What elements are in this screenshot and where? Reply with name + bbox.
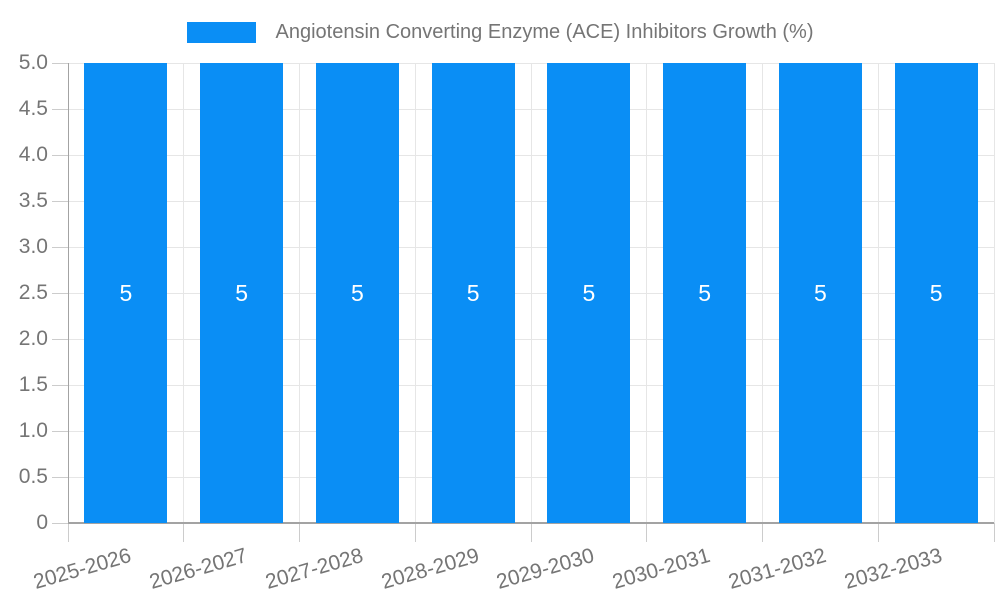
bar [778,63,862,523]
x-axis-tick [414,523,416,542]
bar-value-label: 5 [813,280,827,306]
y-axis-tick [52,522,68,524]
y-axis-tick-label: 0 [36,511,48,534]
v-gridline [414,63,416,523]
bar-value-label: 5 [119,280,133,306]
bar [315,63,399,523]
bar [547,63,631,523]
legend-label: Angiotensin Converting Enzyme (ACE) Inhi… [275,21,814,43]
y-axis-tick-label: 2.5 [18,281,48,304]
y-axis-tick [52,338,68,340]
v-gridline [646,63,648,523]
v-gridline [299,63,300,523]
y-axis-tick-label: 2.0 [18,327,48,350]
x-axis-tick-label: 2026-2027 [147,544,250,594]
y-axis-tick [52,108,68,110]
y-axis-tick [52,62,68,64]
x-axis-tick [530,523,532,542]
bar-value-label: 5 [698,280,712,306]
v-gridline [993,63,995,523]
y-axis-tick [52,246,68,248]
y-axis-tick-label: 4.5 [18,97,48,120]
v-gridline [877,63,879,523]
x-axis-line [68,522,994,524]
y-axis-tick [52,384,68,386]
y-axis-tick-label: 5.0 [18,51,48,74]
y-axis-tick [52,476,68,478]
y-axis-tick [52,200,68,202]
bar [200,63,284,523]
y-axis-tick [52,430,68,432]
x-axis-tick [67,523,69,542]
bar [431,63,515,523]
x-axis-tick [646,523,648,542]
x-axis-tick [993,523,995,542]
x-axis-tick-label: 2028-2029 [378,544,482,594]
y-axis-tick-label: 3.5 [18,189,48,212]
bar-value-label: 5 [350,280,364,306]
y-axis-tick-label: 4.0 [18,143,48,166]
x-axis-tick-label: 2030-2031 [610,544,713,594]
x-axis-tick-label: 2031-2032 [725,544,829,594]
v-gridline [530,63,532,523]
legend: Angiotensin Converting Enzyme (ACE) Inhi… [0,20,1000,44]
x-axis-tick-label: 2025-2026 [31,544,135,594]
x-axis-tick-label: 2032-2033 [841,544,945,594]
x-axis-tick [877,523,879,542]
bar [84,63,168,523]
y-axis-tick [52,154,68,156]
x-axis-tick [183,523,185,542]
bar-value-label: 5 [466,280,480,306]
y-axis-tick [52,292,68,294]
x-axis-tick [299,523,300,542]
y-axis-tick-label: 3.0 [18,235,48,258]
bar-value-label: 5 [235,280,249,306]
bar [663,63,747,523]
v-gridline [183,63,185,523]
bar-value-label: 5 [929,280,943,306]
x-axis-tick-label: 2029-2030 [494,544,598,594]
y-axis-tick-label: 1.0 [18,419,48,442]
bar [894,63,978,523]
bar-value-label: 5 [582,280,596,306]
x-axis-tick-label: 2027-2028 [262,544,366,594]
y-axis-line [67,63,69,523]
y-axis-tick-label: 0.5 [18,465,48,488]
x-axis-tick [762,523,763,542]
legend-swatch [186,21,256,43]
y-axis-tick-label: 1.5 [18,373,48,396]
v-gridline [762,63,763,523]
